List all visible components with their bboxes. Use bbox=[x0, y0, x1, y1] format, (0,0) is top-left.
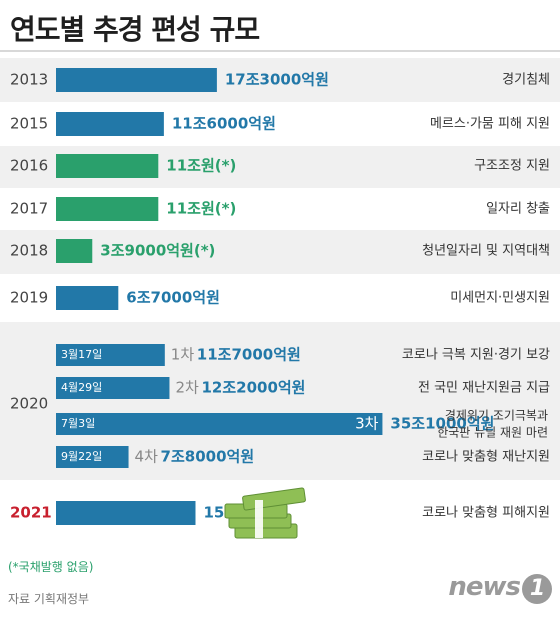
news1-logo: news 1 bbox=[448, 572, 552, 604]
date-label: 9월22일 bbox=[61, 449, 102, 463]
bar bbox=[56, 377, 170, 399]
bar bbox=[56, 197, 159, 221]
row-description: 한국판 뉴딜 재원 마련 bbox=[437, 426, 548, 440]
year-label: 2018 bbox=[10, 242, 48, 260]
value-label: 11조7000억원 bbox=[197, 346, 301, 364]
money-band-icon bbox=[255, 500, 263, 538]
row-description: 코로나 맞춤형 피해지원 bbox=[422, 506, 550, 521]
bar bbox=[56, 413, 383, 435]
bar bbox=[56, 446, 129, 468]
bar bbox=[56, 68, 217, 92]
value-label: 35조1000억원 bbox=[390, 415, 494, 433]
value-label: 3조9000억원(*) bbox=[100, 242, 215, 260]
round-label: 2차 bbox=[175, 379, 199, 397]
bar bbox=[56, 344, 165, 366]
title-divider bbox=[0, 50, 560, 52]
logo-text: news bbox=[448, 572, 521, 602]
logo-mark: 1 bbox=[522, 574, 552, 604]
row-description: 청년일자리 및 지역대책 bbox=[422, 244, 550, 259]
bar bbox=[56, 286, 119, 310]
round-label: 1차 bbox=[171, 346, 195, 364]
footnote: (*국채발행 없음) bbox=[8, 560, 94, 574]
row-band bbox=[0, 230, 560, 274]
round-label: 4차 bbox=[135, 448, 159, 466]
value-label: 7조8000억원 bbox=[161, 448, 255, 466]
bar bbox=[56, 501, 196, 525]
row-description: 구조조정 지원 bbox=[474, 159, 550, 174]
value-label: 12조2000억원 bbox=[201, 379, 305, 397]
year-label: 2015 bbox=[10, 115, 48, 133]
year-label: 2020 bbox=[10, 395, 48, 413]
bar bbox=[56, 239, 93, 263]
row-description: 전 국민 재난지원금 지급 bbox=[418, 381, 550, 396]
row-description: 코로나 극복 지원·경기 보강 bbox=[402, 348, 550, 363]
year-label: 2016 bbox=[10, 157, 48, 175]
round-label: 3차 bbox=[355, 415, 379, 433]
value-label: 11조6000억원 bbox=[172, 115, 276, 133]
date-label: 7월3일 bbox=[61, 416, 95, 430]
value-label: 6조7000억원 bbox=[126, 289, 220, 307]
value-label: 11조원(*) bbox=[166, 157, 236, 175]
year-label: 2013 bbox=[10, 71, 48, 89]
date-label: 4월29일 bbox=[61, 380, 102, 394]
row-description: 미세먼지·민생지원 bbox=[450, 291, 550, 306]
year-label: 2021 bbox=[10, 504, 52, 522]
row-description: 메르스·가뭄 피해 지원 bbox=[430, 117, 550, 132]
year-label: 2017 bbox=[10, 200, 48, 218]
date-label: 3월17일 bbox=[61, 347, 102, 361]
value-label: 17조3000억원 bbox=[225, 71, 329, 89]
row-description: 일자리 창출 bbox=[486, 202, 550, 217]
value-label: 11조원(*) bbox=[166, 200, 236, 218]
page-title: 연도별 추경 편성 규모 bbox=[10, 13, 260, 46]
source-label: 자료 기획재정부 bbox=[8, 592, 90, 606]
row-description: 코로나 맞춤형 재난지원 bbox=[422, 450, 550, 465]
year-label: 2019 bbox=[10, 289, 48, 307]
row-description: 경제위기 조기극복과 bbox=[445, 409, 548, 423]
bar bbox=[56, 112, 164, 136]
bar bbox=[56, 154, 159, 178]
row-description: 경기침체 bbox=[502, 73, 550, 88]
